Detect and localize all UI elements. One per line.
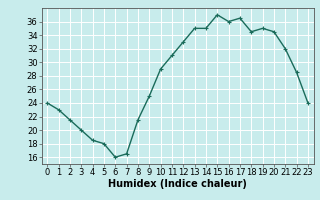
X-axis label: Humidex (Indice chaleur): Humidex (Indice chaleur) xyxy=(108,179,247,189)
